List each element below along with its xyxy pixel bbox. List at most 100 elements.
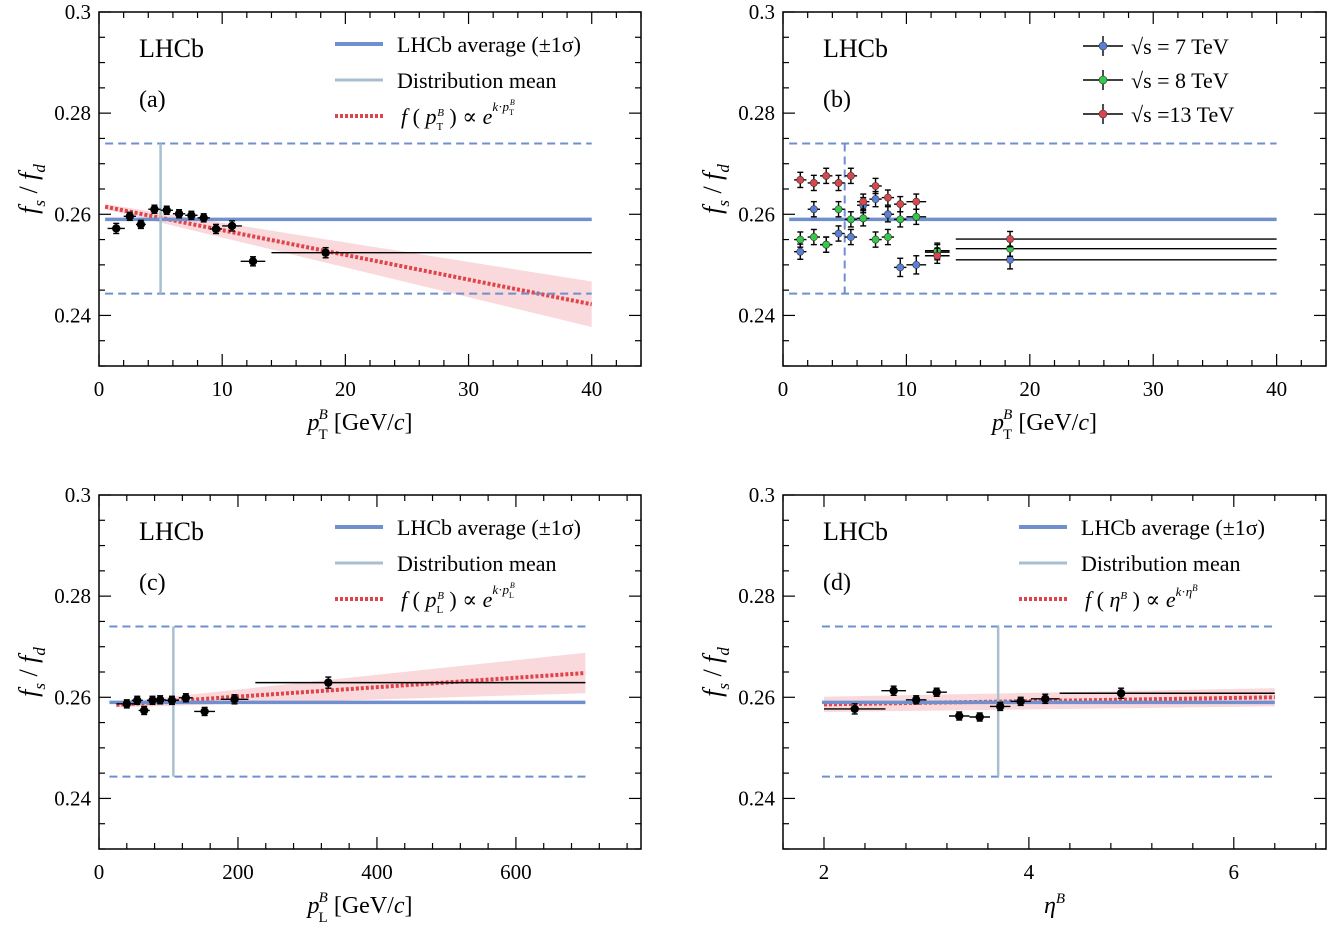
legend-marker-s13: [1098, 109, 1108, 119]
panel-label: (b): [823, 87, 851, 113]
data-point: [955, 240, 1277, 257]
legend: √s = 7 TeV √s = 8 TeV √s =13 TeV: [1083, 34, 1234, 127]
marker: [932, 688, 941, 697]
marker: [796, 235, 805, 244]
legend-entry-label: f ( ηB ) ∝ ek·ηB: [1085, 583, 1198, 612]
fit-line: [104, 204, 593, 307]
marker: [933, 251, 942, 260]
marker: [162, 206, 171, 215]
marker: [125, 212, 134, 221]
x-axis-label: pLB [GeV/c]: [306, 890, 413, 926]
marker: [896, 200, 905, 209]
series-s13: [794, 167, 1277, 265]
data-point: [894, 195, 907, 213]
data-point: [160, 205, 173, 215]
legend: LHCb average (±1σ) Distribution mean f ( η…: [1019, 515, 1265, 612]
data-point: [906, 255, 927, 275]
marker: [822, 240, 831, 249]
x-tick-label: 40: [581, 377, 602, 401]
y-tick-label: 0.3: [749, 0, 775, 24]
data-point: [138, 705, 150, 716]
marker: [859, 197, 868, 206]
marker: [871, 195, 880, 204]
marker: [324, 678, 333, 687]
data-point: [820, 236, 833, 253]
data-point: [894, 257, 907, 278]
marker: [1006, 255, 1014, 264]
x-tick-label: 10: [212, 377, 233, 401]
marker: [248, 257, 258, 266]
data-point: [905, 695, 927, 705]
y-tick-label: 0.24: [738, 786, 775, 810]
marker: [230, 695, 239, 704]
data-point: [807, 200, 821, 218]
series-data: [116, 676, 586, 717]
legend-entry-label: f ( pLB ) ∝ ek·pLB: [401, 581, 515, 616]
x-tick-label: 6: [1229, 860, 1240, 884]
data-point: [240, 256, 266, 267]
data-point: [194, 706, 216, 717]
experiment-label: LHCb: [823, 34, 888, 63]
legend-entry-label: Distribution mean: [397, 68, 556, 93]
data-point: [154, 695, 166, 705]
x-tick-label: 0: [94, 377, 105, 401]
marker: [809, 233, 818, 241]
legend-entry-label: Distribution mean: [1081, 551, 1240, 576]
y-tick-label: 0.3: [65, 0, 91, 24]
legend-entry-label: √s = 7 TeV: [1131, 34, 1229, 59]
data-point: [135, 219, 146, 230]
data-point: [146, 695, 159, 706]
marker: [834, 229, 843, 238]
marker: [834, 179, 843, 187]
marker: [883, 233, 892, 241]
marker: [199, 213, 208, 223]
y-axis-label: fs / fd: [14, 164, 49, 214]
panel-a: 0.24 0.26 0.28 0.3 0 10 20 30 40 pTB [GeV/c] fs / …: [14, 0, 642, 443]
legend-entry-label: LHCb average (±1σ): [397, 515, 581, 540]
data-point: [222, 220, 242, 232]
fit-uncertainty-band: [105, 204, 592, 328]
legend-marker-s8: [1098, 75, 1108, 85]
data-point: [220, 694, 249, 705]
legend: LHCb average (±1σ) Distribution mean f ( p…: [335, 32, 581, 133]
series-data: [823, 685, 1275, 722]
marker: [996, 702, 1005, 711]
marker: [883, 210, 892, 219]
experiment-label: LHCb: [139, 34, 204, 63]
data-point: [832, 174, 845, 192]
panel-label: (a): [139, 87, 166, 113]
marker: [122, 699, 131, 709]
marker: [1016, 697, 1025, 706]
marker: [889, 686, 898, 695]
marker: [896, 263, 905, 272]
marker: [211, 224, 221, 234]
marker: [911, 695, 921, 705]
y-axis-label: fs / fd: [698, 647, 733, 697]
x-tick-label: 4: [1024, 860, 1035, 884]
marker: [850, 704, 859, 714]
marker: [846, 233, 855, 241]
data-point: [832, 200, 845, 218]
x-tick-label: 0: [778, 377, 789, 401]
panel-label: (c): [139, 570, 166, 596]
marker: [912, 260, 921, 269]
data-point: [989, 701, 1011, 712]
plot-frame: [782, 494, 1327, 850]
marker: [133, 696, 142, 705]
data-point: [209, 223, 223, 235]
marker: [150, 205, 159, 214]
data-point: [807, 174, 821, 192]
data-point: [1010, 696, 1031, 707]
data-point: [969, 712, 990, 722]
x-axis-label: ηB: [1044, 891, 1065, 919]
marker: [871, 235, 880, 244]
data-point: [1030, 693, 1060, 705]
marker: [167, 696, 177, 705]
y-tick-label: 0.3: [749, 483, 775, 507]
x-tick-label: 0: [94, 860, 105, 884]
marker: [321, 248, 330, 257]
panel-b: 0.24 0.26 0.28 0.3 0 10 20 30 40 pTB [GeV/c] fs / …: [698, 0, 1327, 443]
experiment-label: LHCb: [823, 517, 888, 546]
data-point: [116, 699, 138, 709]
